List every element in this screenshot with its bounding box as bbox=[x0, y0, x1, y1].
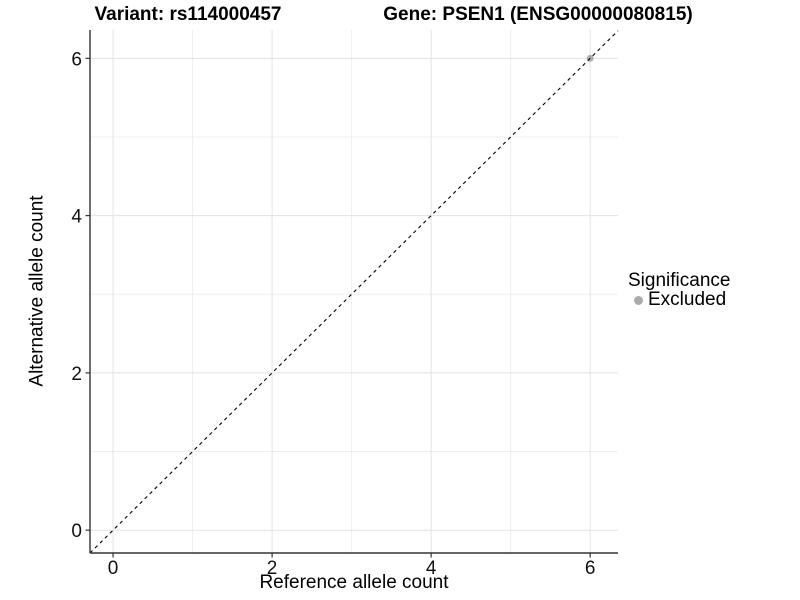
legend-title: Significance bbox=[628, 270, 731, 291]
x-tick-label: 6 bbox=[585, 558, 596, 579]
excluded-point-marker-icon bbox=[634, 295, 643, 305]
x-tick-label: 2 bbox=[267, 558, 278, 579]
x-axis-title: Reference allele count bbox=[259, 572, 449, 593]
legend-item-label: Excluded bbox=[648, 289, 727, 310]
plot-title-variant: Variant: rs114000457 bbox=[94, 4, 282, 25]
y-tick-label: 2 bbox=[71, 364, 82, 385]
x-tick-label: 4 bbox=[426, 558, 437, 579]
x-tick-label: 0 bbox=[108, 558, 119, 579]
legend: Significance Excluded bbox=[628, 270, 730, 311]
y-tick-label: 0 bbox=[71, 521, 82, 542]
legend-item-excluded: Excluded bbox=[628, 289, 730, 311]
plot-title-gene: Gene: PSEN1 (ENSG00000080815) bbox=[383, 4, 693, 25]
y-axis-title: Alternative allele count bbox=[26, 195, 48, 387]
y-tick-label: 6 bbox=[71, 49, 82, 70]
identity-line bbox=[89, 30, 619, 554]
y-tick-label: 4 bbox=[71, 207, 82, 228]
